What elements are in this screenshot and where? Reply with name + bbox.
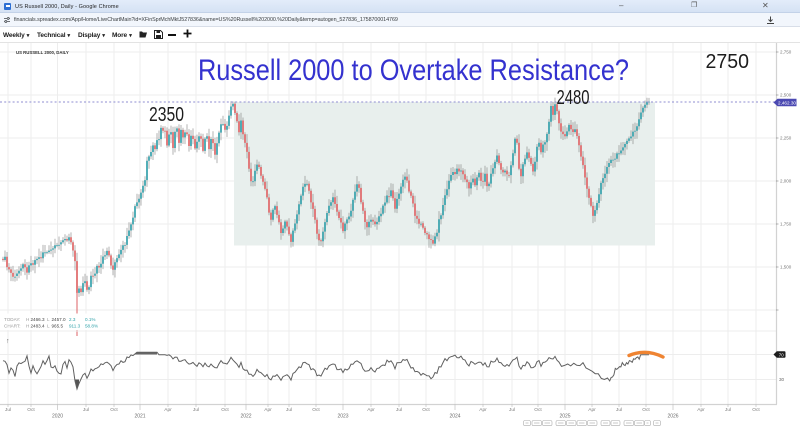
svg-text:2020: 2020: [52, 414, 63, 420]
svg-text:Apr: Apr: [367, 407, 375, 413]
svg-text:TODAY:: TODAY:: [4, 317, 20, 322]
svg-text:2457.0: 2457.0: [52, 317, 66, 322]
svg-text:2024: 2024: [449, 414, 460, 420]
svg-text:2480: 2480: [557, 87, 590, 109]
svg-text:Oct: Oct: [312, 407, 320, 413]
svg-text:911.3: 911.3: [69, 324, 81, 329]
svg-text:58.8%: 58.8%: [85, 324, 98, 329]
svg-text:2,250: 2,250: [780, 136, 792, 141]
svg-text:0.1%: 0.1%: [85, 317, 95, 322]
svg-text:Oct: Oct: [534, 407, 542, 413]
svg-text:2466.3: 2466.3: [31, 317, 45, 322]
svg-text:Apr: Apr: [264, 407, 272, 413]
svg-text:Jul: Jul: [396, 407, 402, 413]
svg-text:2,500: 2,500: [780, 93, 792, 98]
svg-text:2,750: 2,750: [780, 50, 792, 55]
svg-text:Oct: Oct: [752, 407, 760, 413]
svg-text:Oct: Oct: [422, 407, 430, 413]
svg-text:Jul: Jul: [509, 407, 515, 413]
svg-text:Oct: Oct: [221, 407, 229, 413]
svg-text:Russell 2000 to Overtake Resis: Russell 2000 to Overtake Resistance?: [198, 54, 629, 87]
svg-text:US RUSSELL 2000, DAILY: US RUSSELL 2000, DAILY: [16, 50, 69, 55]
svg-text:1,500: 1,500: [780, 265, 792, 270]
svg-text:1,750: 1,750: [780, 222, 792, 227]
svg-text:Apr: Apr: [164, 407, 172, 413]
svg-text:2026: 2026: [667, 414, 678, 420]
svg-text:↑: ↑: [6, 338, 10, 345]
svg-text:Apr: Apr: [479, 407, 487, 413]
svg-text:70: 70: [779, 353, 784, 358]
svg-text:Jul: Jul: [286, 407, 292, 413]
svg-text:Jul: Jul: [725, 407, 731, 413]
svg-text:CHART:: CHART:: [4, 324, 21, 329]
svg-text:Jul: Jul: [193, 407, 199, 413]
svg-text:Oct: Oct: [110, 407, 118, 413]
svg-text:30: 30: [779, 377, 785, 382]
svg-text:Jul: Jul: [616, 407, 622, 413]
svg-text:965.5: 965.5: [52, 324, 64, 329]
svg-text:2025: 2025: [559, 414, 570, 420]
svg-text:2483.4: 2483.4: [31, 324, 45, 329]
svg-text:2023: 2023: [337, 414, 348, 420]
svg-text:2.3: 2.3: [69, 317, 76, 322]
svg-text:2022: 2022: [240, 414, 251, 420]
svg-text:Jul: Jul: [83, 407, 89, 413]
svg-text:Apr: Apr: [697, 407, 705, 413]
svg-text:L: L: [47, 317, 50, 322]
svg-text:2750: 2750: [706, 51, 750, 73]
svg-text:H: H: [26, 317, 29, 322]
svg-text:Oct: Oct: [27, 407, 35, 413]
svg-text:L: L: [47, 324, 50, 329]
svg-text:Jul: Jul: [5, 407, 11, 413]
svg-text:Oct: Oct: [642, 407, 650, 413]
svg-text:2021: 2021: [134, 414, 145, 420]
svg-text:Apr: Apr: [588, 407, 596, 413]
svg-text:2,462.30: 2,462.30: [778, 101, 796, 106]
svg-text:H: H: [26, 324, 29, 329]
svg-text:2350: 2350: [149, 104, 184, 126]
svg-text:2,000: 2,000: [780, 179, 792, 184]
